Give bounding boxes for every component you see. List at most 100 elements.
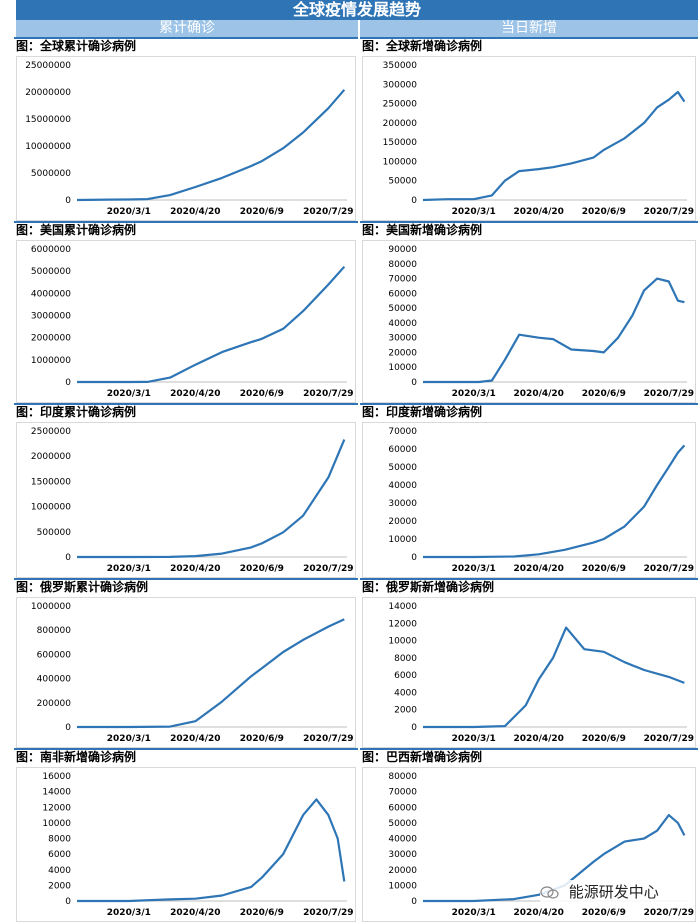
x-tick-label: 2020/7/29 <box>303 389 353 399</box>
page-title-banner: 全球疫情发展趋势 <box>16 0 698 20</box>
x-tick-label: 2020/4/20 <box>514 389 564 399</box>
series-line <box>77 439 346 559</box>
y-tick-label: 60000 <box>388 803 417 813</box>
left-column-header: 累计确诊 <box>16 20 358 37</box>
y-tick-label: 16000 <box>42 772 71 782</box>
y-tick-label: 0 <box>65 723 71 733</box>
x-tick-label: 2020/4/20 <box>514 734 564 744</box>
y-tick-label: 2000000 <box>31 334 71 344</box>
x-tick-label: 2020/4/20 <box>170 734 220 744</box>
y-tick-label: 10000 <box>388 363 417 373</box>
y-tick-label: 10000000 <box>25 142 71 152</box>
x-tick-label: 2020/3/1 <box>107 734 151 744</box>
chart-panel-global-cumulative: 图：全球累计确诊病例 0 5000000 10000000 15000000 200000… <box>14 37 358 223</box>
y-tick-label: 20000000 <box>25 88 71 98</box>
y-tick-label: 0 <box>65 196 71 206</box>
y-tick-label: 60000 <box>388 445 417 455</box>
y-tick-label: 5000000 <box>31 169 71 179</box>
series-line <box>77 618 345 729</box>
y-tick-label: 0 <box>411 196 417 206</box>
y-tick-label: 200000 <box>37 699 72 709</box>
y-tick-label: 14000 <box>388 602 417 612</box>
chart-title: 图：巴西新增确诊病例 <box>362 750 483 764</box>
chart-title: 图：美国新增确诊病例 <box>362 223 483 237</box>
x-tick-label: 2020/6/9 <box>582 734 626 744</box>
chart-frame: 0 10000 20000 30000 40000 50000 60000 70000 8000… <box>362 240 696 403</box>
chart-panel-india-daily: 图：印度新增确诊病例 0 10000 20000 30000 40000 50000 6000… <box>360 403 698 580</box>
y-tick-label: 20000 <box>388 866 417 876</box>
x-tick-label: 2020/7/29 <box>303 564 353 574</box>
y-tick-label: 100000 <box>383 157 418 167</box>
y-tick-label: 0 <box>65 553 71 563</box>
y-tick-label: 0 <box>65 378 71 388</box>
y-tick-label: 70000 <box>388 788 417 798</box>
y-tick-label: 4000 <box>48 866 71 876</box>
chart-panel-india-cumulative: 图：印度累计确诊病例 0 500000 1000000 1500000 2000000 25… <box>14 403 358 580</box>
series-line <box>76 89 346 202</box>
chart-frame: 0 1000000 2000000 3000000 4000000 5000000 6000… <box>16 240 356 403</box>
y-tick-label: 8000 <box>394 654 417 664</box>
series-line <box>422 90 686 202</box>
wechat-icon <box>540 885 559 899</box>
chart-frame: 0 2000 4000 6000 8000 10000 12000 14000 2020/3/1… <box>362 597 696 748</box>
right-column-header: 当日新增 <box>360 20 698 37</box>
y-tick-label: 90000 <box>388 245 417 255</box>
y-tick-label: 8000 <box>48 835 71 845</box>
y-tick-label: 200000 <box>383 119 418 129</box>
watermark: 能源研发中心 <box>540 880 690 904</box>
y-tick-label: 0 <box>411 553 417 563</box>
x-tick-label: 2020/3/1 <box>452 564 496 574</box>
y-tick-label: 30000 <box>388 334 417 344</box>
line-chart: 0 200000 400000 600000 800000 1000000 2020/3/1… <box>31 602 354 744</box>
x-tick-label: 2020/3/1 <box>107 908 151 918</box>
page-title: 全球疫情发展趋势 <box>292 0 421 19</box>
line-chart: 0 10000 20000 30000 40000 50000 60000 70000 2020… <box>388 427 694 574</box>
x-tick-label: 2020/6/9 <box>240 389 284 399</box>
y-tick-label: 40000 <box>388 319 417 329</box>
y-tick-label: 1000000 <box>31 356 71 366</box>
series-line <box>77 265 346 384</box>
x-tick-label: 2020/4/20 <box>514 207 564 217</box>
y-tick-label: 70000 <box>388 427 417 437</box>
x-tick-label: 2020/7/29 <box>303 734 353 744</box>
y-tick-label: 25000000 <box>25 61 71 71</box>
x-tick-label: 2020/7/29 <box>644 908 694 918</box>
chart-panel-russia-daily: 图：俄罗斯新增确诊病例 0 2000 4000 6000 8000 10000 12000 14… <box>360 578 698 750</box>
y-tick-label: 500000 <box>37 528 72 538</box>
chart-frame: 0 200000 400000 600000 800000 1000000 2020/3/1… <box>16 597 356 748</box>
y-tick-label: 12000 <box>42 803 71 813</box>
y-tick-label: 10000 <box>42 819 71 829</box>
x-tick-label: 2020/3/1 <box>107 564 151 574</box>
y-tick-label: 150000 <box>383 138 418 148</box>
chart-frame: 0 5000000 10000000 15000000 20000000 25000000… <box>16 56 356 221</box>
x-tick-label: 2020/6/9 <box>582 207 626 217</box>
y-tick-label: 60000 <box>388 289 417 299</box>
line-chart: 0 5000000 10000000 15000000 20000000 25000000… <box>25 61 353 217</box>
x-tick-label: 2020/4/20 <box>514 564 564 574</box>
chart-title: 图：南非新增确诊病例 <box>16 750 137 764</box>
y-tick-label: 250000 <box>383 100 418 110</box>
x-tick-label: 2020/4/20 <box>170 389 220 399</box>
y-tick-label: 2500000 <box>31 427 71 437</box>
x-tick-label: 2020/4/20 <box>170 564 220 574</box>
chart-frame: 0 500000 1000000 1500000 2000000 2500000 2020/… <box>16 422 356 578</box>
chart-panel-us-cumulative: 图：美国累计确诊病例 0 1000000 2000000 3000000 4000000 5… <box>14 221 358 405</box>
x-tick-label: 2020/4/20 <box>170 908 220 918</box>
y-tick-label: 10000 <box>388 637 417 647</box>
x-tick-label: 2020/6/9 <box>240 207 284 217</box>
y-tick-label: 300000 <box>383 80 418 90</box>
x-tick-label: 2020/6/9 <box>582 389 626 399</box>
y-tick-label: 6000000 <box>31 245 71 255</box>
x-tick-label: 2020/7/29 <box>644 389 694 399</box>
y-tick-label: 0 <box>411 897 417 907</box>
line-chart: 0 50000 100000 150000 200000 250000 300000 3500… <box>383 61 694 217</box>
y-tick-label: 20000 <box>388 517 417 527</box>
x-tick-label: 2020/6/9 <box>240 564 284 574</box>
y-tick-label: 2000 <box>394 706 417 716</box>
chart-frame: 0 10000 20000 30000 40000 50000 60000 70000 2020… <box>362 422 696 578</box>
chart-title: 图：全球新增确诊病例 <box>362 39 483 53</box>
right-column-label: 当日新增 <box>501 20 557 36</box>
x-tick-label: 2020/7/29 <box>644 734 694 744</box>
y-tick-label: 2000000 <box>31 452 71 462</box>
chart-title: 图：全球累计确诊病例 <box>16 39 137 53</box>
